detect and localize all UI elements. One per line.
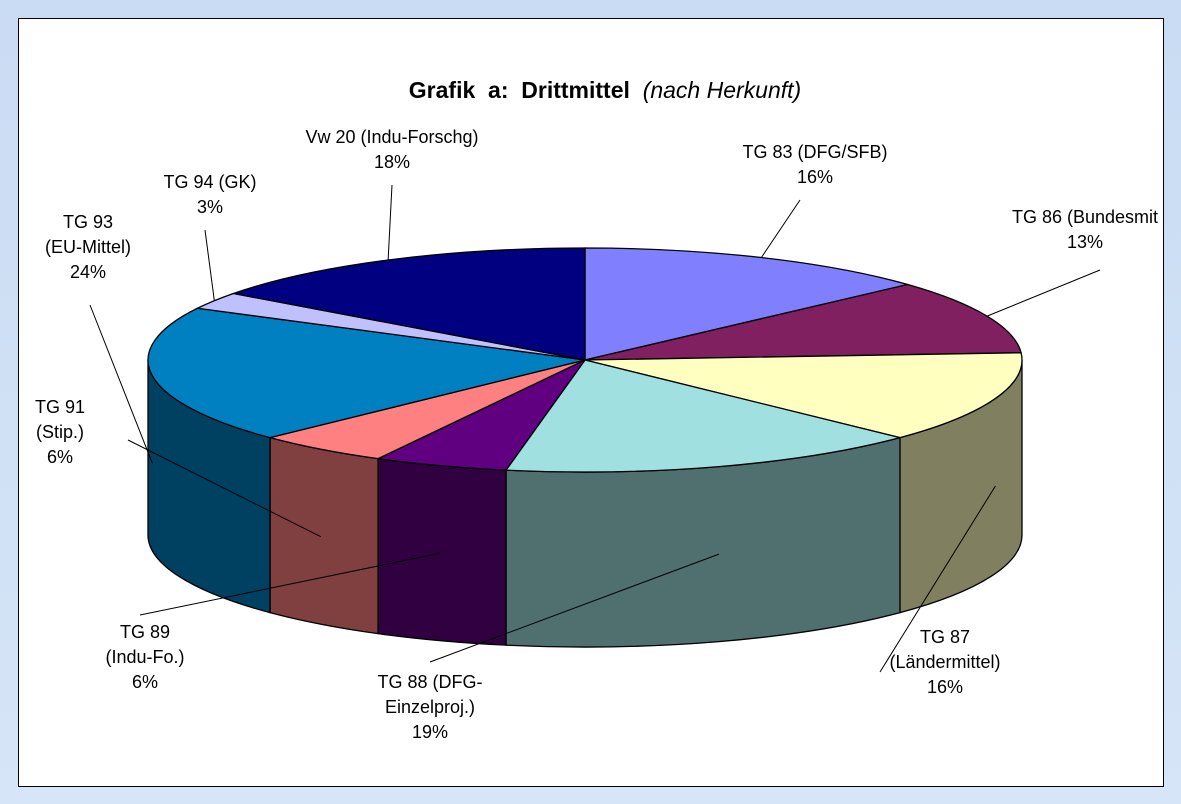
slice-label: TG 83 (DFG/SFB): [742, 142, 888, 162]
leader-line: [879, 485, 996, 673]
leader-line: [89, 304, 153, 464]
chart: Grafik a: Drittmittel (nach Herkunft): [89, 77, 1101, 673]
slice-percent: 18%: [373, 152, 411, 172]
slice-percent: 16%: [926, 677, 964, 697]
title-line: Grafik a: Drittmittel (nach Herkunft): [409, 77, 801, 103]
leader-line: [139, 552, 441, 616]
slice-label: TG 86 (Bundesmit: [1011, 207, 1159, 227]
slice-label: TG 91 (Stip.): [34, 397, 86, 442]
slice-label: Vw 20 (Indu-Forschg): [305, 127, 479, 147]
slice: [584, 283, 1022, 361]
slice-percent: 19%: [411, 722, 449, 742]
leader-line: [429, 553, 720, 663]
slice-label: TG 87 (Ländermittel): [889, 627, 1001, 672]
chart-title: Grafik a: Drittmittel: [409, 77, 630, 103]
chart-subtitle: (nach Herkunft): [643, 77, 802, 103]
slice: [147, 307, 586, 439]
leader-line: [204, 229, 215, 301]
slice: [584, 352, 1023, 439]
slice-side: [269, 436, 379, 635]
leader-line: [127, 439, 322, 538]
leader-line: [986, 269, 1101, 317]
slice-label: TG 93 (EU-Mittel): [45, 212, 131, 257]
chart-area: Grafik a: Drittmittel (nach Herkunft) TG…: [18, 18, 1164, 787]
slice-percent: 6%: [131, 672, 158, 692]
slice-percent: 3%: [196, 197, 223, 217]
slice-label: TG 89 (Indu-Fo.): [105, 622, 185, 667]
leader-line: [760, 199, 801, 258]
slice: [504, 359, 901, 473]
slice: [584, 247, 908, 361]
slice-label: TG 88 (DFG- Einzelproj.): [377, 672, 483, 717]
slice-label: TG 94 (GK): [163, 172, 257, 192]
slice-side: [377, 457, 507, 646]
slice-percent: 16%: [796, 167, 834, 187]
slice-percent: 6%: [46, 447, 73, 467]
slice-percent: 24%: [69, 262, 107, 282]
leader-line: [387, 184, 393, 261]
slice-percent: 13%: [1066, 232, 1104, 252]
